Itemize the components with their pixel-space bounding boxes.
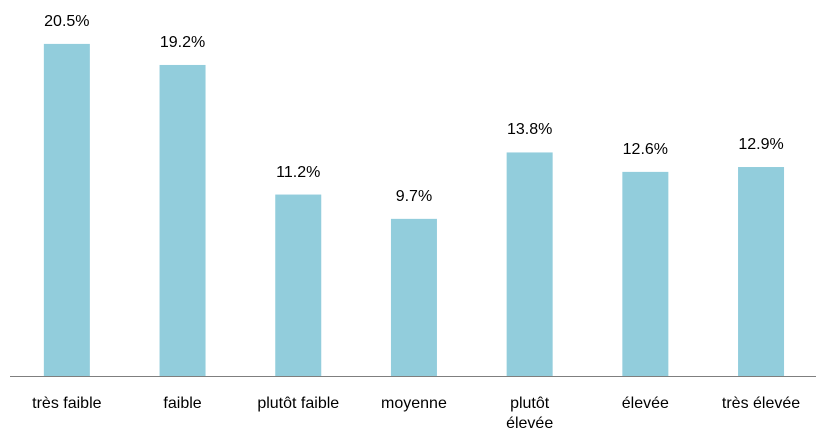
bar	[275, 194, 322, 376]
category-label: élevée	[621, 395, 669, 412]
category-label: plutôt élevée	[506, 395, 554, 432]
category-label: moyenne	[381, 395, 447, 412]
value-label: 20.5%	[44, 12, 90, 30]
category-label: très élevée	[721, 395, 801, 412]
bar	[506, 152, 553, 376]
category-label: très faible	[32, 395, 102, 412]
value-label: 12.9%	[738, 136, 784, 154]
bar	[622, 171, 669, 376]
value-label: 13.8%	[506, 121, 553, 139]
value-label: 19.2%	[159, 33, 206, 51]
category-label: plutôt faible	[257, 395, 340, 412]
bar	[159, 64, 206, 377]
value-label: 12.6%	[622, 140, 669, 158]
bar	[738, 167, 785, 376]
value-label: 9.7%	[395, 187, 433, 205]
bar	[43, 43, 90, 377]
category-label: faible	[163, 395, 202, 412]
value-label: 11.2%	[276, 163, 321, 181]
bar	[390, 218, 437, 376]
